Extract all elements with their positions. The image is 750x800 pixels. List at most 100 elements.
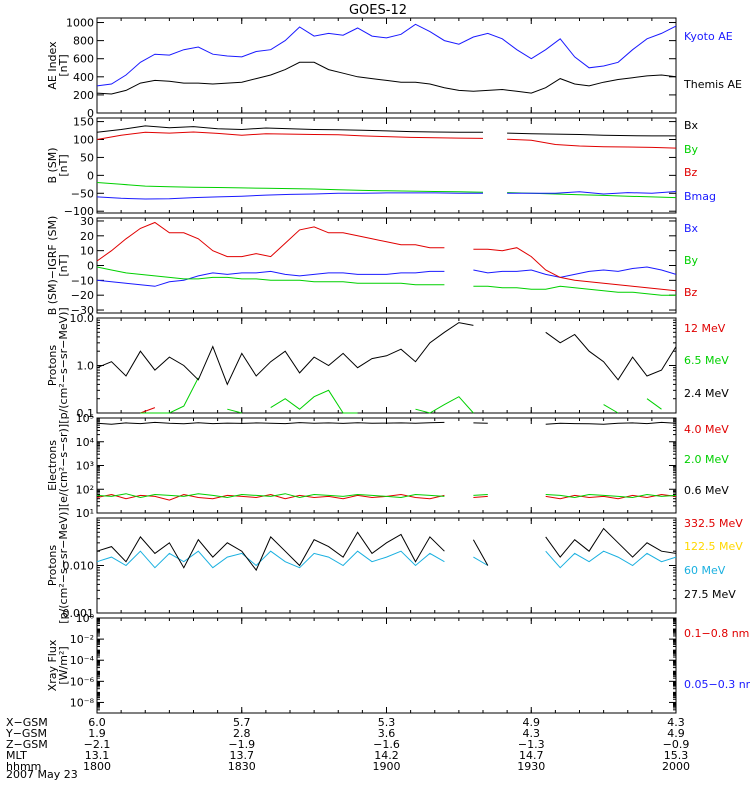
y-tick-label: 20 [80, 230, 94, 243]
legend-entry: Themis AE [683, 78, 742, 91]
panel-frame [96, 617, 677, 714]
y-tick-label: 0 [87, 169, 94, 182]
x-row-label: Z−GSM [6, 738, 48, 751]
panel-3: −30 −20 −100 10 20 30 B (SM)−IGRF (SM)[nT] Bx By… [46, 215, 699, 317]
panel-frame [96, 517, 677, 614]
x-row-value: 14.2 [374, 749, 399, 762]
y-tick-label: 0.001 [63, 607, 95, 620]
y-tick-label: 0.1 [77, 407, 95, 420]
x-row-value: 4.9 [523, 716, 541, 729]
series-line [96, 527, 677, 572]
x-row-value: 1800 [83, 760, 111, 773]
x-row-label: hhmm [6, 760, 41, 773]
series-line [140, 408, 618, 413]
legend-entry: 4.0 MeV [684, 423, 729, 436]
y-tick-label: 50 [80, 151, 94, 164]
x-row-value: 5.3 [378, 716, 396, 729]
x-row-value: −2.1 [84, 738, 111, 751]
legend-entry: 0.6 MeV [684, 484, 729, 497]
series-line [96, 493, 677, 499]
x-row-value: 3.6 [378, 727, 396, 740]
x-row-label: Y−GSM [5, 727, 47, 740]
y-axis-label: B (SM)[nT] [46, 147, 70, 183]
series-0-6-mev [96, 421, 677, 425]
y-tick-label: 10⁻⁴ [70, 654, 95, 667]
series-line [140, 377, 662, 414]
series-60-mev [96, 550, 677, 569]
series-line [96, 125, 676, 137]
x-row-value: 4.3 [667, 716, 685, 729]
y-tick-label: 10⁴ [76, 436, 95, 449]
series-line [96, 182, 677, 199]
x-axis-table: X−GSM 6.0 5.7 5.3 4.9 4.3Y−GSM 1.9 2.8 3.6 4.3 4.9… [5, 716, 690, 773]
legend-entry: 6.5 MeV [684, 354, 729, 367]
x-row-value: 1830 [228, 760, 256, 773]
y-tick-label: 150 [73, 116, 94, 129]
y-tick-label: 10⁻² [70, 633, 94, 646]
y-tick-label: 1.0 [77, 360, 95, 373]
x-row-value: 4.3 [523, 727, 541, 740]
legend-entry: 2.0 MeV [684, 453, 729, 466]
y-tick-label: −20 [71, 289, 94, 302]
x-row-value: 1.9 [88, 727, 106, 740]
y-tick-label: 10⁰ [76, 612, 95, 625]
x-row-value: −0.9 [663, 738, 690, 751]
series-by [96, 182, 677, 199]
y-tick-label: 0 [87, 260, 94, 273]
y-tick-label: −30 [71, 304, 94, 317]
y-tick-label: 10⁵ [76, 412, 94, 425]
series-4-0-mev [96, 493, 677, 501]
x-row-value: 14.7 [519, 749, 544, 762]
y-tick-label: 800 [73, 35, 94, 48]
series-12-mev [140, 408, 618, 413]
panel-1: 0 200 400 600 800 1000 AE Index[nT] Kyoto AE The… [46, 17, 742, 120]
series-kyoto-ae [96, 23, 677, 87]
legend-entry: 12 MeV [684, 322, 726, 335]
series-27-5-mev [96, 527, 677, 572]
legend-entry: By [684, 254, 699, 267]
series-line [96, 131, 677, 149]
y-tick-label: −50 [71, 187, 94, 200]
legend-entry: 0.05−0.3 nm [684, 678, 750, 691]
legend-entry: Kyoto AE [684, 30, 733, 43]
panel-frame [96, 417, 677, 514]
panel-frame [96, 217, 677, 314]
series-line [96, 421, 677, 425]
legend-entry: 60 MeV [684, 564, 726, 577]
legend-entry: 2.4 MeV [684, 387, 729, 400]
series-themis-ae [96, 61, 677, 95]
x-row-value: 13.1 [85, 749, 110, 762]
series-line [96, 493, 677, 501]
panel-7: 10⁻⁸ 10⁻⁶ 10⁻⁴ 10⁻² 10⁰ Xray Flux[W/m²] 0.1−0.… [46, 612, 750, 714]
panel-5: 10¹ 10² 10³ 10⁴ 10⁵ Electrons[e/(cm²−s−sr)] 4.… [46, 412, 729, 520]
y-tick-label: −10 [71, 274, 94, 287]
y-tick-label: 0 [87, 107, 94, 120]
x-row-value: −1.6 [373, 738, 400, 751]
panel-frame [96, 17, 677, 114]
y-tick-label: 10 [80, 245, 94, 258]
x-row-value: 1900 [373, 760, 401, 773]
y-axis-label: Electrons[e/(cm²−s−sr)] [46, 424, 70, 507]
legend-entry: Bx [684, 119, 699, 132]
y-tick-label: 10.0 [70, 312, 95, 325]
x-row-value: 4.9 [667, 727, 685, 740]
y-axis-label: Protons[p/(cm²−s−sr−MeV)] [46, 307, 70, 423]
y-tick-label: 600 [73, 53, 94, 66]
y-axis-label: AE Index[nT] [46, 41, 70, 90]
panel-2: −100 −50 0 50 100 150 B (SM)[nT] Bx By Bz Bmag [46, 116, 716, 219]
y-tick-label: −100 [64, 205, 94, 218]
x-row-value: −1.9 [228, 738, 255, 751]
x-row-value: 13.7 [230, 749, 255, 762]
legend-entry: 27.5 MeV [684, 588, 736, 601]
legend-entry: By [684, 143, 699, 156]
x-row-value: 15.3 [664, 749, 689, 762]
y-tick-label: 30 [80, 215, 94, 228]
y-tick-label: 1000 [66, 17, 94, 30]
x-row-value: 2.8 [233, 727, 251, 740]
x-row-value: 6.0 [88, 716, 106, 729]
x-row-label: MLT [6, 749, 27, 762]
legend-entry: Bz [684, 286, 698, 299]
